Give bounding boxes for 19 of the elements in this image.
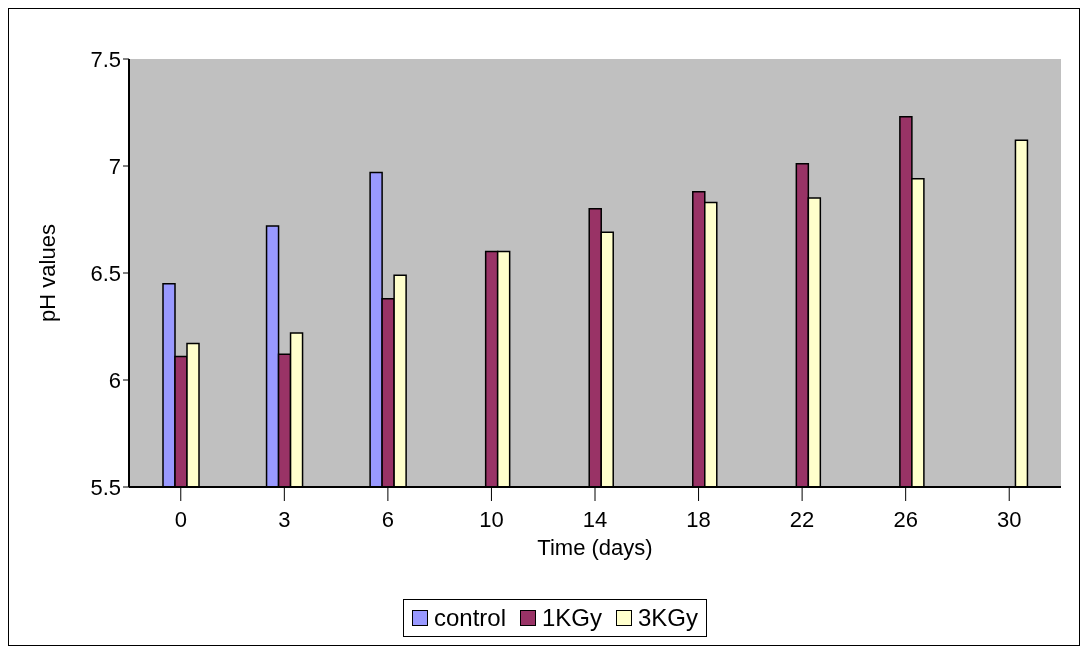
legend-label: 3KGy bbox=[638, 604, 699, 632]
y-tick-label: 6 bbox=[108, 367, 121, 393]
legend-label: 1KGy bbox=[541, 604, 603, 632]
x-tick-label: 22 bbox=[789, 506, 815, 532]
y-tick-label: 7 bbox=[108, 153, 121, 179]
y-tick-label: 7.5 bbox=[90, 46, 121, 72]
x-tick-label: 30 bbox=[996, 506, 1022, 532]
y-tick-label: 5.5 bbox=[90, 474, 121, 500]
x-tick-label: 14 bbox=[582, 506, 608, 532]
y-tick-label: 6.5 bbox=[90, 260, 121, 286]
x-tick-label: 10 bbox=[479, 506, 504, 532]
x-tick-label: 3 bbox=[278, 506, 291, 532]
x-tick-label: 0 bbox=[174, 506, 187, 532]
x-tick-label: 18 bbox=[686, 506, 711, 532]
y-axis-title: pH values bbox=[34, 224, 60, 322]
legend-label: control bbox=[433, 604, 506, 632]
x-axis-title: Time (days) bbox=[537, 535, 653, 560]
x-tick-label: 26 bbox=[893, 506, 918, 532]
x-tick-label: 6 bbox=[381, 506, 395, 532]
